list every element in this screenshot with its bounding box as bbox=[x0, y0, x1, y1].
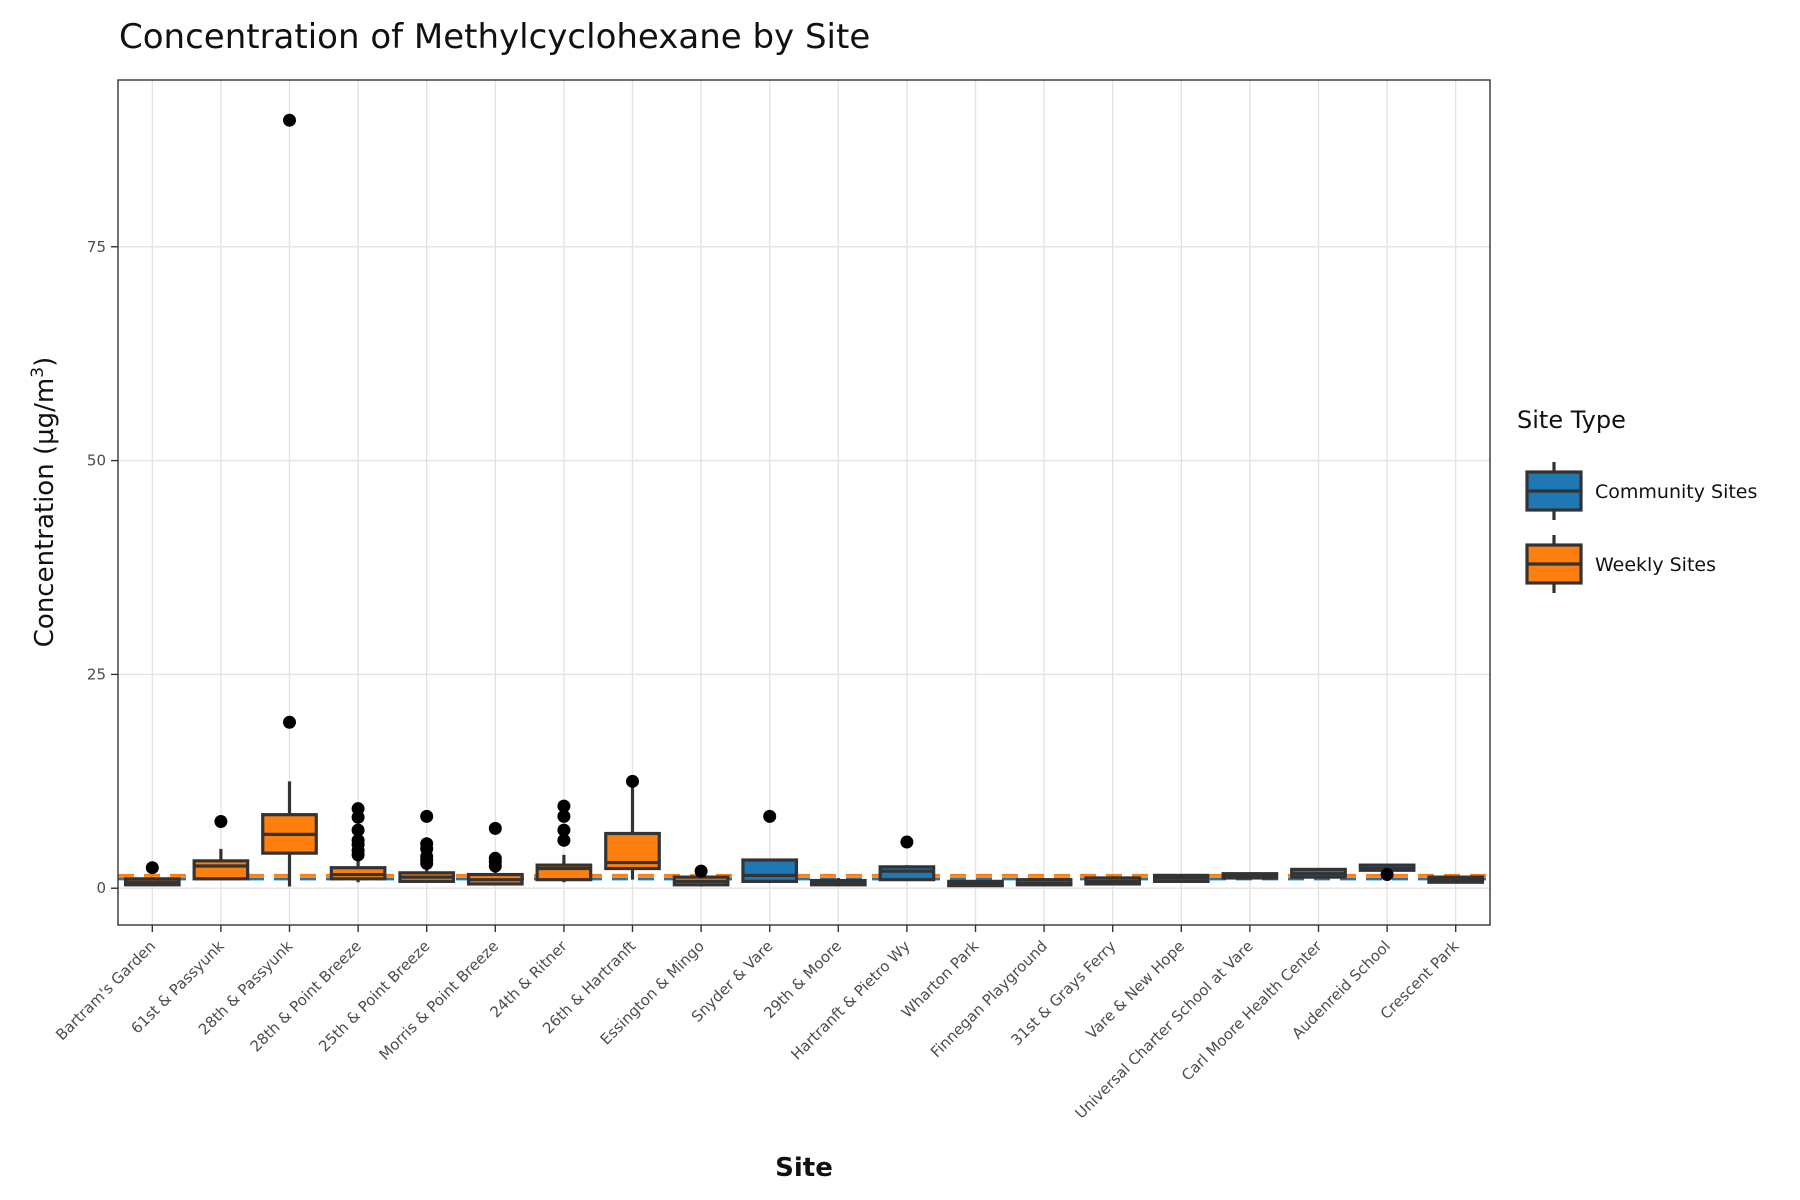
box-group bbox=[1290, 867, 1347, 879]
grid-layer bbox=[118, 80, 1490, 925]
legend-item-community: Community Sites bbox=[1525, 462, 1757, 520]
legend-label-weekly: Weekly Sites bbox=[1595, 554, 1716, 576]
y-axis-label-main: Concentration (µg/m bbox=[30, 378, 60, 647]
box-group bbox=[604, 774, 661, 880]
y-tick-label: 50 bbox=[87, 452, 106, 470]
x-tick-label: 25th & Point Breeze bbox=[315, 937, 433, 1055]
x-tick-label: Hartranft & Pietro Wy bbox=[787, 937, 913, 1063]
x-tick-label: Finnegan Playground bbox=[927, 937, 1051, 1061]
box-group bbox=[535, 799, 593, 883]
outlier-point bbox=[145, 861, 159, 875]
y-tick-label: 25 bbox=[87, 665, 106, 683]
outlier-point bbox=[763, 809, 777, 823]
outlier-point bbox=[351, 833, 365, 847]
outlier-point bbox=[283, 715, 296, 729]
outlier-point bbox=[557, 823, 571, 837]
legend-item-weekly: Weekly Sites bbox=[1525, 535, 1716, 593]
box-group bbox=[1221, 872, 1279, 880]
box-group bbox=[878, 835, 936, 882]
legend-label-community: Community Sites bbox=[1595, 481, 1757, 503]
y-tick-label: 75 bbox=[87, 238, 106, 256]
outlier-point bbox=[626, 774, 639, 788]
outlier-point bbox=[557, 833, 571, 847]
box-group bbox=[947, 879, 1004, 888]
box-body bbox=[878, 865, 936, 882]
box-group bbox=[672, 864, 730, 887]
box-group bbox=[1015, 878, 1073, 887]
box-group bbox=[1427, 875, 1485, 884]
y-tick-label: 0 bbox=[96, 879, 106, 897]
x-tick-label: 28th & Point Breeze bbox=[247, 937, 365, 1055]
outlier-point bbox=[557, 799, 571, 813]
outlier-point bbox=[420, 809, 434, 823]
outlier-point bbox=[214, 815, 228, 829]
y-axis-label: Concentration (µg/m3) bbox=[28, 357, 60, 647]
outlier-point bbox=[420, 837, 434, 851]
y-axis-label-close: ) bbox=[30, 357, 60, 367]
box-group bbox=[398, 809, 456, 883]
x-tick-label: Morris & Point Breeze bbox=[375, 937, 502, 1064]
plot-panel-border bbox=[117, 79, 1491, 926]
outlier-point bbox=[488, 851, 502, 865]
reference-lines bbox=[118, 873, 1490, 881]
y-axis-ticks: 0 25 50 75 bbox=[87, 238, 118, 897]
box-group bbox=[1152, 873, 1210, 883]
x-axis-label: Site bbox=[775, 1153, 833, 1183]
box-group bbox=[1084, 876, 1142, 886]
outlier-point bbox=[557, 809, 571, 823]
box-group bbox=[1358, 863, 1416, 882]
box-group bbox=[261, 113, 318, 887]
outlier-point bbox=[488, 821, 502, 835]
outlier-point bbox=[351, 802, 365, 816]
legend-title: Site Type bbox=[1517, 406, 1626, 434]
x-tick-label: Carl Moore Health Center bbox=[1178, 937, 1326, 1085]
box-group bbox=[192, 815, 250, 881]
outlier-point bbox=[1380, 868, 1394, 882]
box-group bbox=[466, 821, 524, 886]
outlier-point bbox=[900, 835, 914, 849]
boxes-layer bbox=[123, 113, 1485, 888]
legend: Site Type Community Sites Weekly Sites bbox=[1517, 406, 1757, 593]
box-group bbox=[809, 877, 867, 887]
box-group bbox=[741, 809, 799, 884]
box-group bbox=[329, 802, 387, 883]
outlier-point bbox=[283, 113, 296, 127]
box-body bbox=[192, 859, 250, 881]
box-group bbox=[123, 861, 181, 887]
y-axis-label-superscript: 3 bbox=[28, 367, 48, 378]
box-body bbox=[741, 858, 799, 883]
outlier-point bbox=[351, 823, 365, 837]
outlier-point bbox=[694, 864, 708, 878]
chart-title: Concentration of Methylcyclohexane by Si… bbox=[119, 17, 870, 57]
